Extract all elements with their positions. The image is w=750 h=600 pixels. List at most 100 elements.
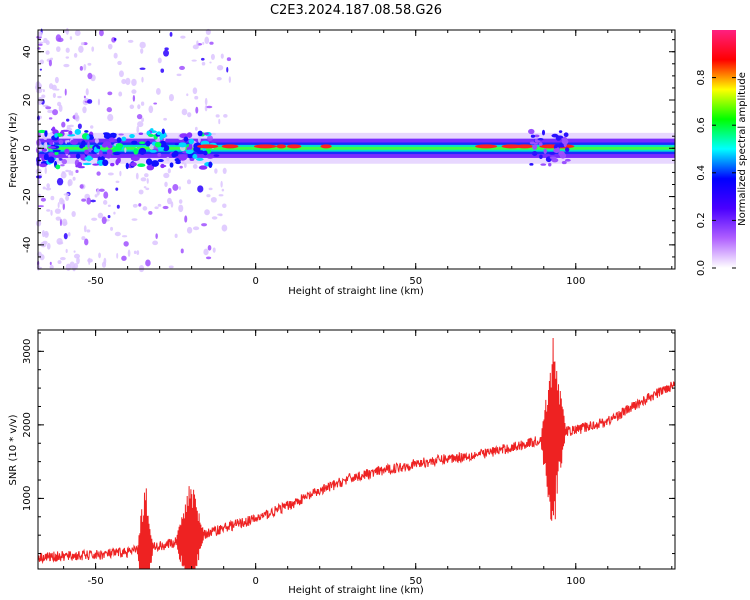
spectrogram-y-tick-label: 20 xyxy=(22,94,33,107)
spectrogram-noise-speckle xyxy=(63,232,68,240)
spectrogram-band-blob xyxy=(192,154,198,159)
spectrogram-noise-speckle xyxy=(83,95,86,99)
spectrogram-noise-speckle xyxy=(157,152,162,157)
spectrogram-noise-speckle xyxy=(52,92,56,99)
spectrogram-noise-speckle xyxy=(121,255,127,261)
spectrogram-noise-speckle xyxy=(219,213,223,217)
colorbar-label: Normalized spectral amplitude xyxy=(737,72,748,226)
spectrogram-noise-speckle xyxy=(78,45,84,53)
spectrogram-band-blob xyxy=(44,130,48,137)
spectrogram-band-blob xyxy=(193,145,201,153)
spectrogram-noise-speckle xyxy=(65,140,68,144)
spectrogram-noise-speckle xyxy=(54,208,61,214)
spectrogram-noise-speckle xyxy=(50,57,54,61)
spectrogram-noise-speckle xyxy=(81,198,87,202)
spectrogram-noise-speckle xyxy=(228,76,231,83)
spectrogram-band-blob xyxy=(67,134,76,137)
spectrogram-noise-speckle xyxy=(220,53,224,59)
spectrogram-feature-blob xyxy=(549,156,557,160)
spectrogram-band-blob xyxy=(54,133,58,138)
spectrogram-feature-blob xyxy=(559,152,567,159)
spectrogram-feature-blob xyxy=(541,129,546,136)
spectrogram-band-blob xyxy=(148,133,155,138)
spectrogram-noise-speckle xyxy=(87,141,90,149)
spectrogram-band-blob xyxy=(172,150,179,157)
spectrogram-hotspot xyxy=(276,144,287,149)
spectrogram-noise-speckle xyxy=(138,203,142,207)
spectrogram-feature-blob xyxy=(548,151,556,155)
spectrogram-y-tick-label: -20 xyxy=(22,188,33,204)
spectrogram-noise-speckle xyxy=(35,175,42,179)
spectrogram-band-blob xyxy=(169,162,174,168)
spectrogram-marks xyxy=(34,27,675,273)
spectrogram-noise-speckle xyxy=(87,62,92,66)
spectrogram-noise-speckle xyxy=(94,138,99,144)
spectrogram-band-blob xyxy=(208,161,213,168)
spectrogram-band-blob xyxy=(198,165,208,170)
spectrogram-noise-speckle xyxy=(115,180,120,183)
spectrogram-noise-speckle xyxy=(136,113,143,120)
spectrogram-noise-speckle xyxy=(206,105,213,109)
spectrogram-band-blob xyxy=(39,163,47,168)
spectrogram-noise-speckle xyxy=(65,248,68,254)
spectrogram-band-blob xyxy=(84,149,89,155)
spectrogram-noise-speckle xyxy=(107,204,111,207)
spectrogram-feature-blob xyxy=(556,147,560,152)
spectrogram-feature-blob xyxy=(533,134,540,138)
spectrogram-noise-speckle xyxy=(56,46,61,52)
spectrogram-noise-speckle xyxy=(216,64,224,71)
colorbar-gradient xyxy=(712,30,736,268)
spectrogram-band-blob xyxy=(93,148,100,153)
spectrogram-noise-speckle xyxy=(42,89,45,93)
spectrogram-noise-speckle xyxy=(164,47,169,51)
spectrogram-band-blob xyxy=(77,162,83,167)
spectrogram-hotspot xyxy=(221,144,239,149)
spectrogram-noise-speckle xyxy=(145,187,150,191)
spectrogram-noise-speckle xyxy=(163,172,170,179)
spectrogram-hotspot xyxy=(286,144,302,149)
spectrogram-band-blob xyxy=(138,132,144,136)
spectrogram-noise-speckle xyxy=(37,41,44,44)
spectrogram-band-blob xyxy=(115,142,124,149)
spectrogram-noise-speckle xyxy=(94,194,98,198)
spectrogram-band-blob xyxy=(151,160,160,167)
spectrogram-band-blob xyxy=(55,164,61,170)
spectrogram-noise-speckle xyxy=(113,37,117,41)
spectrogram-noise-speckle xyxy=(66,118,70,122)
spectrogram-noise-speckle xyxy=(132,203,138,208)
spectrogram-noise-speckle xyxy=(35,168,42,175)
spectrogram-noise-speckle xyxy=(181,160,185,165)
spectrogram-feature-blob xyxy=(543,148,547,154)
spectrogram-y-tick-label: 40 xyxy=(22,45,33,58)
spectrogram-noise-speckle xyxy=(179,165,183,169)
spectrogram-noise-speckle xyxy=(167,197,172,205)
spectrogram-noise-speckle xyxy=(58,104,63,113)
spectrogram-noise-speckle xyxy=(204,209,210,216)
spectrogram-noise-speckle xyxy=(45,187,52,191)
spectrogram-noise-speckle xyxy=(41,230,46,238)
spectrogram-noise-speckle xyxy=(97,98,101,106)
spectrogram-noise-speckle xyxy=(99,29,104,37)
spectrogram-hotspot xyxy=(501,144,522,149)
spectrogram-noise-speckle xyxy=(163,117,167,121)
spectrogram-noise-speckle xyxy=(211,132,216,136)
spectrogram-feature-blob xyxy=(564,147,570,153)
spectrogram-noise-speckle xyxy=(131,89,137,94)
colorbar-ticks: 0.0 0.2 0.4 0.6 0.8 xyxy=(696,70,736,276)
spectrogram-band-blob xyxy=(37,129,47,134)
snr-y-tick-label: 1000 xyxy=(22,486,33,511)
spectrogram-noise-speckle xyxy=(160,68,165,73)
spectrogram-noise-speckle xyxy=(178,199,183,204)
spectrogram-noise-speckle xyxy=(139,41,146,49)
spectrogram-noise-speckle xyxy=(48,59,52,67)
spectrogram-band-blob xyxy=(52,149,61,153)
spectrogram-x-axis-label: Height of straight line (km) xyxy=(288,286,424,297)
snr-x-tick-label: 50 xyxy=(409,576,422,587)
spectrogram-band-blob xyxy=(130,162,137,167)
spectrogram-noise-speckle xyxy=(191,59,197,62)
spectrogram-noise-speckle xyxy=(46,242,51,250)
spectrogram-noise-speckle xyxy=(73,250,76,253)
spectrogram-band-blob xyxy=(178,142,187,148)
spectrogram-band-blob xyxy=(97,156,105,161)
spectrogram-feature-blob xyxy=(539,154,543,159)
